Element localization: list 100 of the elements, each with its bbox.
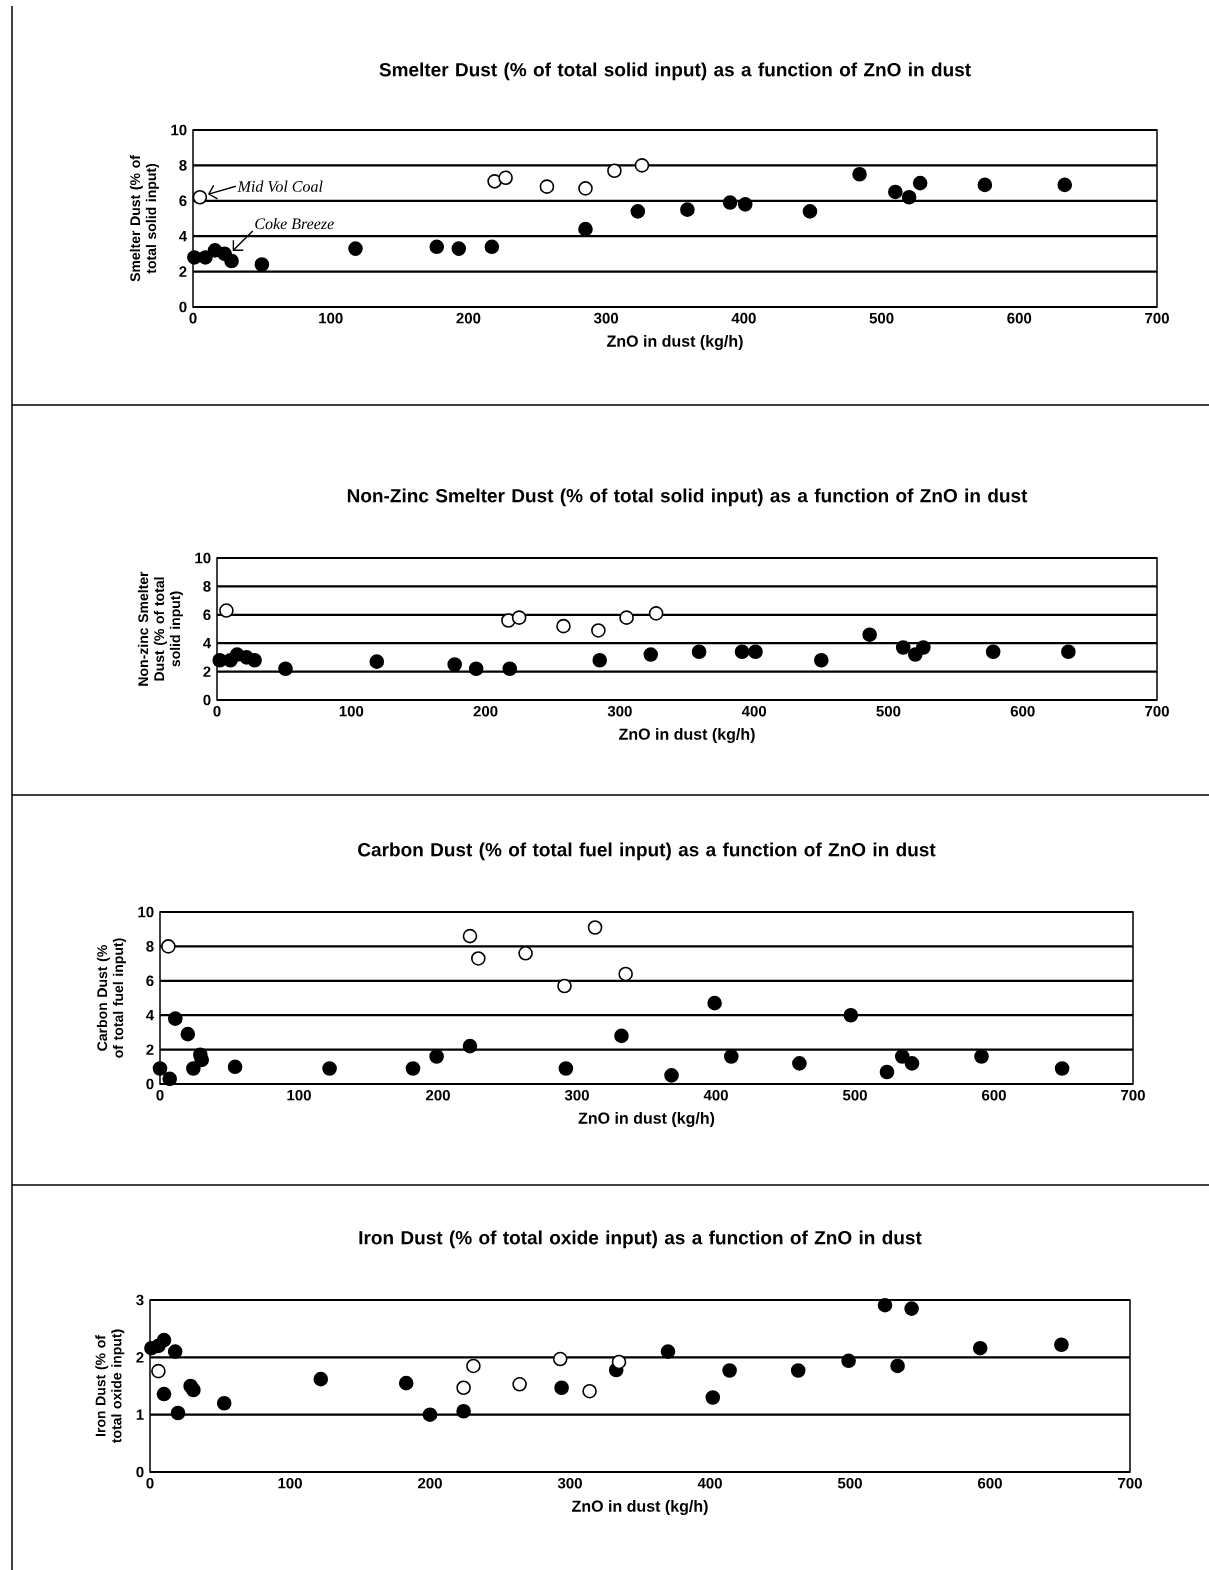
point [734,644,750,660]
x-tick-label: 100 [278,1477,302,1489]
point [552,1351,568,1367]
point [456,1403,471,1419]
point [890,1358,905,1374]
chart-title: Carbon Dust (% of total fuel input) as a function of ZnO in dust [358,842,936,861]
point [862,627,877,642]
point [843,1007,859,1023]
point [648,606,664,621]
point [977,177,993,193]
x-tick-label: 100 [319,312,343,324]
x-tick-label: 600 [978,1477,1002,1489]
point [405,1061,421,1076]
y-tick-label: 6 [146,975,154,987]
point [512,1377,527,1392]
point [901,189,917,205]
x-tick-label: 0 [213,705,221,717]
point [484,239,500,255]
point [556,618,571,634]
point [611,1354,627,1370]
point [578,181,593,196]
y-tick-label: 2 [179,266,187,277]
point [852,166,867,182]
x-tick-label: 600 [1010,705,1035,717]
point [895,640,911,655]
point [429,1049,444,1064]
x-tick-label: 600 [982,1089,1006,1101]
x-tick-label: 100 [287,1089,311,1101]
x-tick-label: 700 [1121,1089,1145,1101]
point [802,204,818,219]
point [1061,644,1076,660]
point [156,1386,172,1402]
point [634,158,650,173]
point [643,647,659,662]
y-tick-label: 10 [195,552,211,564]
y-tick-label: 4 [179,231,188,242]
point [162,1071,178,1087]
point [607,163,622,179]
point [592,652,608,668]
y-tick-label: 8 [203,581,211,592]
point [554,1380,569,1396]
point [722,1363,737,1378]
x-tick-label: 300 [607,705,632,717]
point [369,654,385,669]
point [161,939,176,954]
point [660,1344,676,1359]
y-axis-title: Non-zinc Smelter Dust (% of total solid input) [137,571,183,686]
point [278,661,293,677]
annotation: Coke Breeze [255,217,334,230]
x-tick-label: 0 [156,1089,164,1101]
point [1054,1337,1069,1353]
point [972,1340,988,1356]
x-tick-label: 300 [557,1477,582,1489]
point [904,1301,919,1316]
point [582,1383,597,1399]
point [167,1011,183,1026]
point [813,652,829,668]
point [691,644,707,660]
point [916,640,931,655]
point [471,951,486,966]
chart-title: Iron Dust (% of total oxide input) as a function of ZnO in dust [359,1230,922,1249]
point [558,1061,574,1076]
y-axis-title: Iron Dust (% of total oxide input) [95,1329,125,1444]
point [614,1028,629,1044]
point [167,1344,183,1359]
x-tick-label: 700 [1145,705,1169,717]
x-tick-label: 500 [876,705,901,717]
point [894,1049,910,1064]
point [152,1061,168,1076]
point [737,197,753,212]
x-tick-label: 400 [741,705,767,717]
point [247,652,262,668]
point [451,241,467,256]
point [180,1026,196,1042]
x-tick-label: 300 [564,1089,589,1101]
annotation: Mid Vol Coal [237,180,323,192]
y-tick-label: 8 [179,160,187,171]
point [447,657,462,672]
y-tick-label: 6 [179,195,187,207]
x-tick-label: 0 [189,312,197,324]
point [879,1064,895,1080]
point [254,257,270,272]
point [462,1038,478,1054]
point [630,204,646,219]
point [192,189,208,205]
point [877,1297,893,1313]
point [156,1332,172,1348]
point [511,610,527,625]
x-axis-title: ZnO in dust (kg/h) [572,1500,708,1516]
point [557,978,572,994]
y-tick-label: 0 [203,694,211,706]
point [429,239,445,255]
y-tick-label: 0 [146,1078,154,1090]
point [792,1056,807,1071]
point [216,1395,232,1411]
point [462,928,478,944]
x-tick-label: 700 [1118,1477,1142,1489]
point [591,623,606,638]
y-tick-label: 4 [146,1010,155,1021]
point [705,1390,721,1405]
